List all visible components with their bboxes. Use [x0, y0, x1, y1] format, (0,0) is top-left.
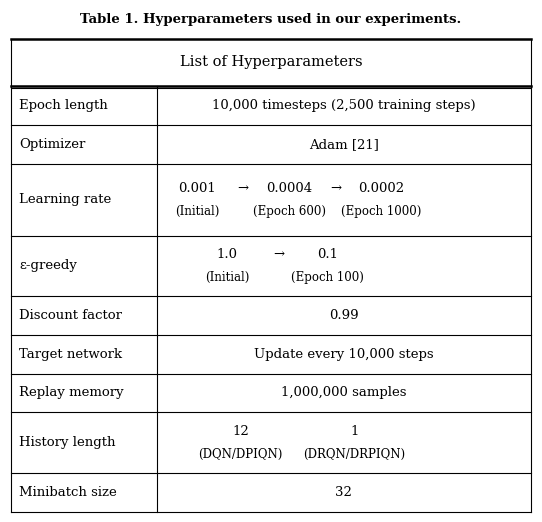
Text: 0.001: 0.001: [178, 182, 216, 195]
Text: Target network: Target network: [19, 348, 122, 361]
Text: 1: 1: [350, 424, 359, 437]
Text: ε-greedy: ε-greedy: [19, 259, 77, 272]
Text: Adam [21]: Adam [21]: [309, 138, 379, 151]
Text: (DQN/DPIQN): (DQN/DPIQN): [198, 447, 283, 460]
Text: Epoch length: Epoch length: [19, 99, 108, 112]
Text: →: →: [273, 247, 284, 260]
Text: 12: 12: [232, 424, 249, 437]
Text: (Initial): (Initial): [205, 270, 249, 283]
Text: (Epoch 1000): (Epoch 1000): [341, 205, 422, 218]
Text: 0.1: 0.1: [317, 247, 338, 260]
Text: (Epoch 100): (Epoch 100): [291, 270, 364, 283]
Text: List of Hyperparameters: List of Hyperparameters: [180, 55, 362, 69]
Text: →: →: [330, 182, 341, 195]
Text: 1.0: 1.0: [216, 247, 237, 260]
Text: History length: History length: [19, 436, 115, 449]
Text: 32: 32: [335, 485, 352, 499]
Text: Learning rate: Learning rate: [19, 193, 111, 206]
Text: 1,000,000 samples: 1,000,000 samples: [281, 386, 406, 399]
Text: Discount factor: Discount factor: [19, 309, 122, 322]
Text: (DRQN/DRPIQN): (DRQN/DRPIQN): [304, 447, 405, 460]
Text: 0.0002: 0.0002: [358, 182, 404, 195]
Text: (Initial): (Initial): [175, 205, 220, 218]
Text: →: →: [238, 182, 249, 195]
Text: 0.0004: 0.0004: [266, 182, 312, 195]
Text: Replay memory: Replay memory: [19, 386, 124, 399]
Text: Update every 10,000 steps: Update every 10,000 steps: [254, 348, 434, 361]
Text: Optimizer: Optimizer: [19, 138, 85, 151]
Text: Table 1. Hyperparameters used in our experiments.: Table 1. Hyperparameters used in our exp…: [80, 13, 462, 26]
Text: 0.99: 0.99: [329, 309, 359, 322]
Text: 10,000 timesteps (2,500 training steps): 10,000 timesteps (2,500 training steps): [212, 99, 476, 112]
Text: (Epoch 600): (Epoch 600): [253, 205, 326, 218]
Text: Minibatch size: Minibatch size: [19, 485, 117, 499]
